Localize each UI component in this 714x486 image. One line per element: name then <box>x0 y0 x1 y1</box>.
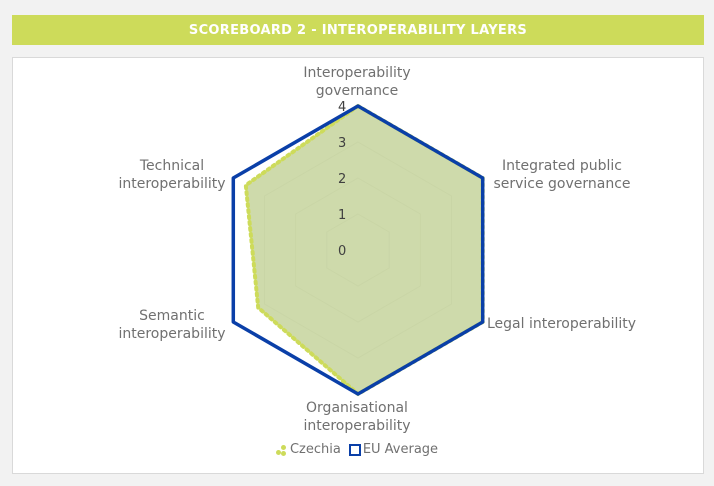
axis-label-6: Technical interoperability <box>118 158 225 192</box>
series-czechia-area <box>245 106 483 394</box>
radar-series <box>231 103 485 397</box>
eu-average-swatch-icon <box>348 443 361 456</box>
axis-label-4: Organisational interoperability <box>303 400 410 434</box>
legend-item-eu-average: EU Average <box>348 442 439 457</box>
legend-label-eu-average: EU Average <box>362 442 439 457</box>
radar-ticks: 0 1 2 3 4 <box>338 100 346 259</box>
legend-label-czechia: Czechia <box>289 442 341 457</box>
tick-label-1: 1 <box>338 208 346 223</box>
czechia-swatch-icon <box>275 444 288 456</box>
tick-label-3: 3 <box>338 136 346 151</box>
tick-label-4: 4 <box>338 100 346 115</box>
series-eu-average-line <box>231 104 485 396</box>
tick-label-0: 0 <box>338 244 346 259</box>
scoreboard-title: SCOREBOARD 2 - INTEROPERABILITY LAYERS <box>188 22 528 38</box>
axis-label-3: Legal interoperability <box>487 316 636 332</box>
axis-label-2: Integrated public service governance <box>493 158 630 192</box>
axis-label-1: Interoperability governance <box>303 65 410 99</box>
tick-label-2: 2 <box>338 172 346 187</box>
scoreboard-banner: SCOREBOARD 2 - INTEROPERABILITY LAYERS <box>12 15 704 45</box>
legend-item-czechia: Czechia <box>275 442 341 457</box>
radar-axis-labels: Interoperability governance Integrated pub… <box>118 65 636 434</box>
axis-label-5: Semantic interoperability <box>118 308 225 342</box>
chart-legend: Czechia EU Average <box>0 442 714 457</box>
